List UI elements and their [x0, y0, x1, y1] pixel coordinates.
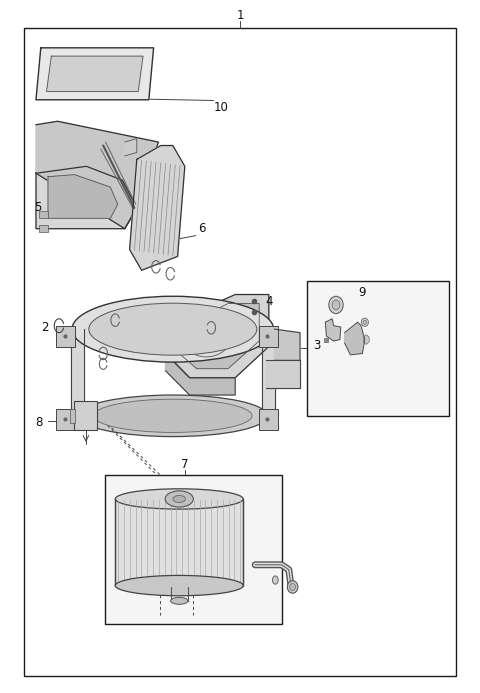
Ellipse shape: [288, 581, 298, 593]
Text: 3: 3: [313, 339, 321, 351]
Ellipse shape: [78, 395, 268, 437]
Text: 9: 9: [358, 286, 366, 299]
Bar: [115, 499, 243, 586]
Text: 5: 5: [34, 202, 41, 214]
Ellipse shape: [332, 300, 340, 310]
Text: 2: 2: [41, 321, 48, 333]
Text: 10: 10: [214, 101, 228, 114]
Polygon shape: [266, 360, 300, 388]
Ellipse shape: [329, 296, 343, 313]
Bar: [74, 401, 97, 430]
Polygon shape: [166, 295, 269, 378]
Ellipse shape: [290, 584, 296, 590]
Ellipse shape: [115, 575, 243, 596]
Ellipse shape: [273, 576, 278, 584]
Bar: [39, 211, 48, 218]
Polygon shape: [36, 48, 154, 100]
Ellipse shape: [94, 399, 252, 432]
Text: 6: 6: [198, 222, 205, 235]
Bar: [307, 281, 449, 416]
Polygon shape: [325, 319, 341, 341]
Polygon shape: [125, 139, 137, 156]
Polygon shape: [71, 329, 84, 416]
Polygon shape: [275, 329, 300, 360]
Text: 7: 7: [181, 458, 189, 471]
Ellipse shape: [363, 320, 367, 324]
Bar: [39, 225, 48, 232]
Text: 8: 8: [36, 416, 43, 429]
Bar: [105, 475, 282, 624]
Bar: [70, 409, 75, 423]
Bar: [259, 409, 278, 430]
Ellipse shape: [165, 491, 193, 507]
Ellipse shape: [115, 489, 243, 509]
Text: 1: 1: [236, 9, 244, 21]
Polygon shape: [345, 322, 365, 355]
Polygon shape: [173, 304, 259, 369]
Ellipse shape: [72, 297, 274, 362]
Bar: [56, 409, 75, 430]
Polygon shape: [36, 121, 158, 229]
Polygon shape: [47, 56, 143, 91]
Polygon shape: [262, 329, 275, 416]
Ellipse shape: [89, 304, 257, 355]
Text: 4: 4: [265, 295, 273, 308]
Polygon shape: [166, 353, 235, 395]
Polygon shape: [48, 175, 118, 218]
Polygon shape: [130, 146, 185, 270]
Bar: [259, 326, 278, 346]
Polygon shape: [36, 166, 137, 229]
Ellipse shape: [361, 318, 369, 326]
Ellipse shape: [170, 597, 188, 604]
Ellipse shape: [173, 495, 186, 502]
Bar: [56, 326, 75, 346]
